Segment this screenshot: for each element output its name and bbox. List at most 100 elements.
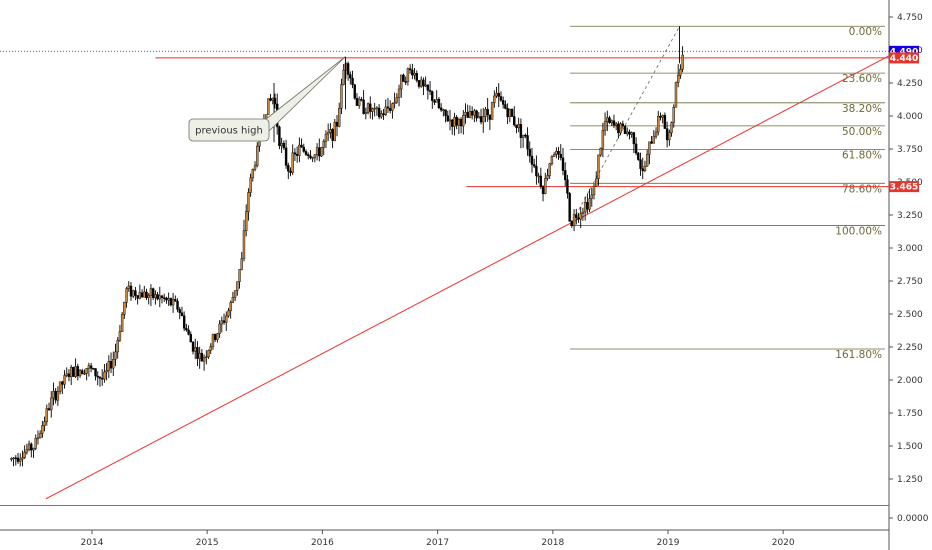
candle-body — [236, 281, 239, 291]
candle-body — [169, 298, 173, 306]
fib-trend-diagonal — [569, 26, 680, 226]
previous-high-callout[interactable] — [188, 118, 270, 142]
candle-body — [58, 381, 62, 392]
y-tick-label: 3.250 — [897, 211, 923, 221]
candle-body — [233, 290, 237, 298]
candle-body — [621, 123, 625, 127]
candle-body — [386, 106, 390, 109]
candle-body — [637, 152, 640, 160]
candle-body — [661, 114, 664, 118]
candle-body — [76, 366, 80, 377]
candle-body — [67, 373, 71, 377]
fibonacci-retracement: 0.00% 23.60% 38.20% 50.00% 61.80% 78.60% 100.0… — [569, 25, 885, 361]
candle-body — [87, 365, 91, 369]
candle-body — [54, 390, 57, 401]
candle-body — [38, 433, 42, 439]
candle-body — [408, 68, 412, 71]
candle-body — [291, 152, 294, 173]
candle-body — [174, 299, 177, 302]
candle-body — [590, 194, 593, 199]
previous-high-text: previous high — [195, 126, 263, 137]
candle-body — [138, 292, 142, 299]
candle-body — [309, 155, 312, 159]
candle-body — [196, 347, 199, 359]
candle-body — [603, 121, 607, 131]
candle-body — [579, 213, 582, 220]
candle-body — [375, 107, 379, 110]
candle-body — [171, 299, 175, 306]
candle-body — [112, 359, 115, 369]
x-tick-label: 2017 — [426, 538, 449, 548]
candle-body — [608, 117, 611, 124]
candle-body — [318, 147, 321, 157]
candle-body — [630, 132, 633, 135]
candle-body — [342, 69, 345, 85]
candle-body — [357, 98, 361, 106]
candle-body — [253, 165, 257, 170]
candle-body — [528, 148, 531, 157]
candle-body — [178, 309, 181, 313]
candle-body — [322, 141, 325, 148]
support-trendline[interactable] — [45, 53, 893, 500]
candle-body — [369, 103, 372, 112]
candle-body — [508, 109, 512, 118]
candle-body — [41, 425, 44, 434]
candle-body — [459, 119, 463, 127]
current-price-tag — [889, 45, 919, 57]
candle-body — [242, 230, 246, 259]
candle-body — [668, 132, 671, 141]
candle-body — [211, 334, 215, 347]
candle-body — [47, 408, 51, 411]
candlestick-series — [10, 26, 684, 467]
candle-body — [151, 288, 155, 298]
candle-body — [74, 366, 77, 377]
candle-body — [89, 365, 93, 369]
candle-body — [362, 99, 365, 114]
candle-body — [12, 457, 15, 460]
candle-body — [244, 211, 248, 231]
candle-body — [397, 88, 401, 98]
candle-body — [56, 391, 60, 401]
candle-body — [482, 116, 485, 123]
candle-body — [225, 315, 228, 323]
candle-body — [559, 153, 562, 159]
candle-body — [213, 334, 217, 340]
x-tick-label: 2016 — [311, 538, 334, 548]
candle-body — [355, 98, 359, 106]
candle-body — [143, 291, 146, 298]
candle-body — [85, 368, 88, 374]
candle-body — [581, 211, 585, 214]
candle-body — [271, 98, 274, 101]
candle-body — [466, 112, 469, 118]
candle-body — [158, 295, 161, 300]
candle-body — [311, 157, 314, 159]
candle-body — [676, 74, 680, 83]
candle-body — [256, 145, 259, 166]
candle-body — [340, 84, 343, 109]
candle-body — [654, 131, 658, 137]
candle-body — [326, 132, 330, 135]
candle-body — [25, 449, 29, 453]
candle-body — [163, 297, 166, 299]
candle-body — [552, 154, 556, 157]
candle-body — [532, 164, 536, 167]
candle-body — [632, 132, 636, 145]
candle-body — [103, 371, 106, 380]
candle-body — [393, 101, 396, 104]
candle-body — [601, 129, 605, 149]
candle-body — [475, 110, 478, 119]
candle-body — [612, 120, 616, 126]
candle-body — [501, 100, 505, 105]
candle-body — [681, 54, 684, 70]
candle-body — [222, 320, 226, 323]
candle-body — [295, 153, 299, 156]
candle-body — [30, 443, 33, 451]
candle-body — [364, 112, 368, 114]
candle-body — [156, 294, 159, 300]
candle-body — [81, 370, 84, 375]
candle-body — [493, 95, 496, 103]
candle-body — [147, 295, 150, 298]
candle-body — [251, 169, 255, 179]
candle-body — [267, 98, 270, 115]
